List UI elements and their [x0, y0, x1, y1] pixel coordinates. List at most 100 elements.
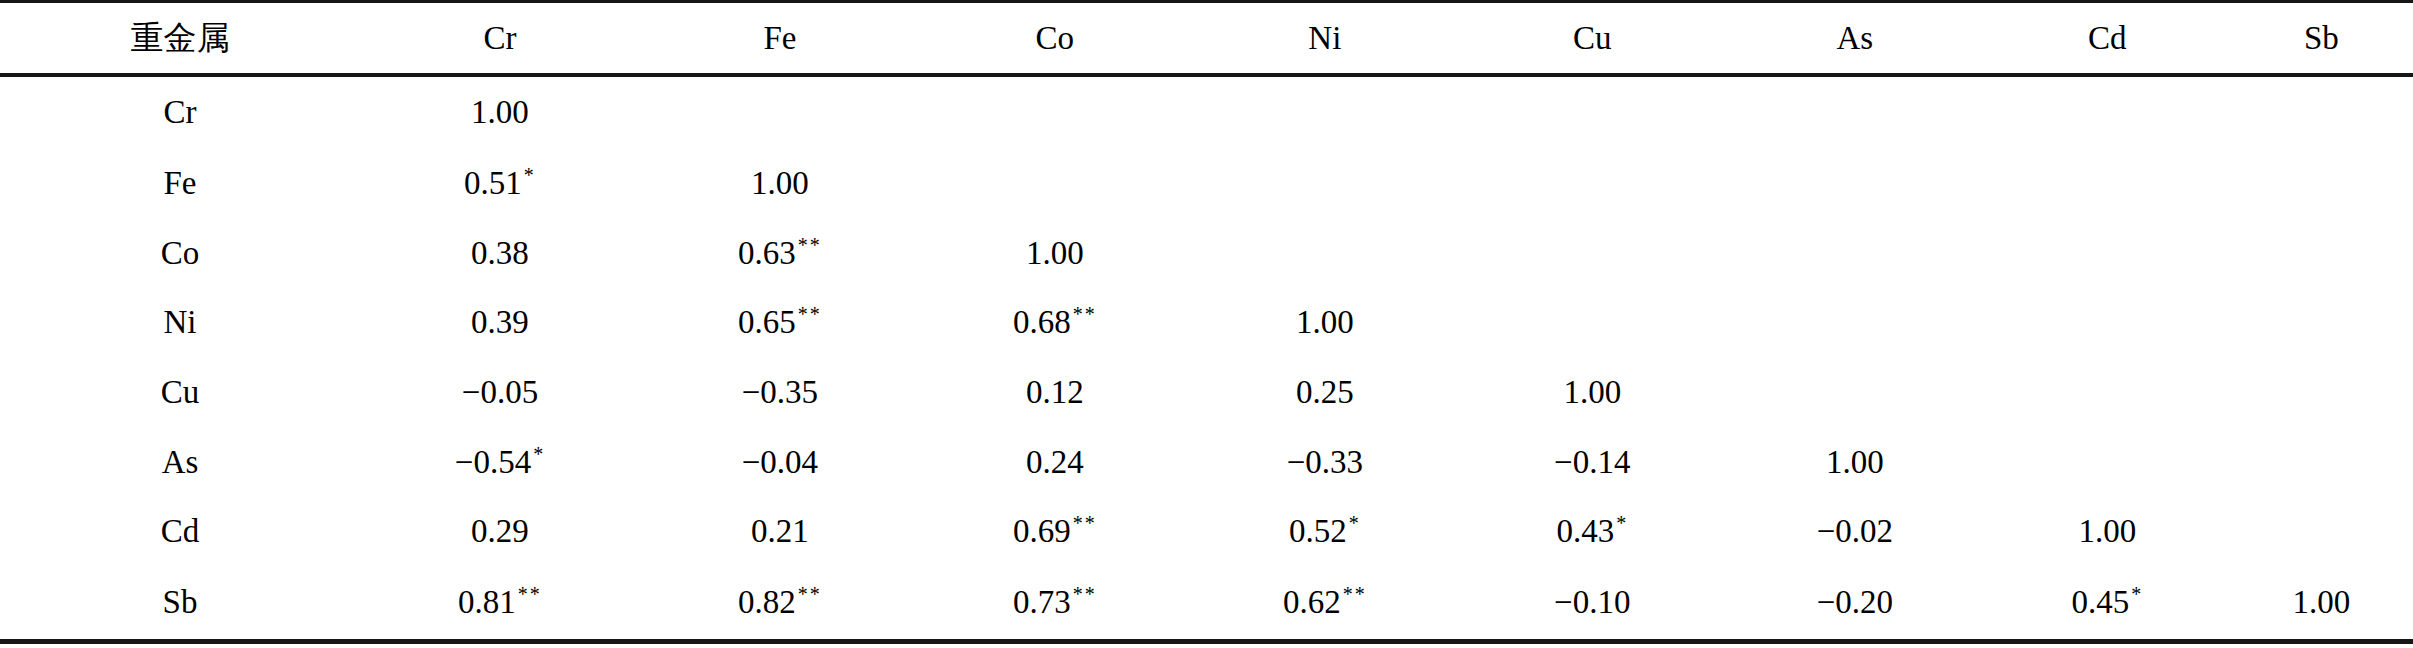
table-row-Cd: Cd0.290.210.69**0.52*0.43*−0.021.00	[0, 497, 2413, 567]
cell-Co-Ni	[1190, 218, 1460, 288]
table-row-Cr: Cr1.00	[0, 75, 2413, 149]
cell-Co-As	[1725, 218, 1985, 288]
cell-Ni-Co: 0.68**	[920, 288, 1190, 358]
cell-Fe-Sb	[2230, 149, 2413, 219]
row-label-As: As	[0, 427, 360, 497]
cell-As-Sb	[2230, 427, 2413, 497]
paper-table-page: 重金属CrFeCoNiCuAsCdSb Cr1.00Fe0.51*1.00Co0…	[0, 0, 2413, 648]
row-label-Fe: Fe	[0, 149, 360, 219]
cell-Cd-Ni: 0.52*	[1190, 497, 1460, 567]
cell-Ni-Sb	[2230, 288, 2413, 358]
cell-Co-Co: 1.00	[920, 218, 1190, 288]
header-cell-Cu: Cu	[1460, 2, 1725, 76]
cell-Sb-Co: 0.73**	[920, 567, 1190, 642]
cell-Sb-Fe: 0.82**	[640, 567, 920, 642]
cell-Cr-Cu	[1460, 75, 1725, 149]
cell-Ni-Ni: 1.00	[1190, 288, 1460, 358]
table-row-Cu: Cu−0.05−0.350.120.251.00	[0, 358, 2413, 428]
cell-Cd-Co: 0.69**	[920, 497, 1190, 567]
cell-Cr-Ni	[1190, 75, 1460, 149]
heavy-metal-correlation-table: 重金属CrFeCoNiCuAsCdSb Cr1.00Fe0.51*1.00Co0…	[0, 0, 2413, 644]
cell-Cu-Cr: −0.05	[360, 358, 640, 428]
cell-Cd-Fe: 0.21	[640, 497, 920, 567]
cell-Cu-Ni: 0.25	[1190, 358, 1460, 428]
significance-marker: **	[798, 583, 822, 605]
cell-Ni-Cr: 0.39	[360, 288, 640, 358]
cell-Fe-Cu	[1460, 149, 1725, 219]
header-cell-Cd: Cd	[1985, 2, 2230, 76]
cell-Cr-Fe	[640, 75, 920, 149]
significance-marker: **	[798, 234, 822, 256]
header-cell-metal-label: 重金属	[0, 2, 360, 76]
significance-marker: *	[533, 443, 545, 465]
cell-As-Cu: −0.14	[1460, 427, 1725, 497]
table-row-As: As−0.54*−0.040.24−0.33−0.141.00	[0, 427, 2413, 497]
cell-As-Cd	[1985, 427, 2230, 497]
cell-Co-Sb	[2230, 218, 2413, 288]
cell-Cd-Cu: 0.43*	[1460, 497, 1725, 567]
cell-Cu-As	[1725, 358, 1985, 428]
cell-Cr-Co	[920, 75, 1190, 149]
significance-marker: **	[1073, 303, 1097, 325]
header-cell-Co: Co	[920, 2, 1190, 76]
row-label-Ni: Ni	[0, 288, 360, 358]
cell-Cu-Sb	[2230, 358, 2413, 428]
row-label-Sb: Sb	[0, 567, 360, 642]
row-label-Cu: Cu	[0, 358, 360, 428]
cell-Sb-Cu: −0.10	[1460, 567, 1725, 642]
significance-marker: **	[1073, 512, 1097, 534]
cell-Cd-Sb	[2230, 497, 2413, 567]
cell-Co-Cr: 0.38	[360, 218, 640, 288]
row-label-Cr: Cr	[0, 75, 360, 149]
cell-Cr-Cr: 1.00	[360, 75, 640, 149]
cell-As-Cr: −0.54*	[360, 427, 640, 497]
cell-Cd-As: −0.02	[1725, 497, 1985, 567]
cell-Sb-Ni: 0.62**	[1190, 567, 1460, 642]
cell-Sb-Cd: 0.45*	[1985, 567, 2230, 642]
cell-Co-Cd	[1985, 218, 2230, 288]
significance-marker: **	[518, 583, 542, 605]
cell-Fe-As	[1725, 149, 1985, 219]
cell-Ni-Cd	[1985, 288, 2230, 358]
cell-Cr-Cd	[1985, 75, 2230, 149]
header-cell-Cr: Cr	[360, 2, 640, 76]
significance-marker: **	[1343, 583, 1367, 605]
cell-Fe-Ni	[1190, 149, 1460, 219]
row-label-Co: Co	[0, 218, 360, 288]
cell-Sb-Cr: 0.81**	[360, 567, 640, 642]
cell-Fe-Co	[920, 149, 1190, 219]
cell-Cr-As	[1725, 75, 1985, 149]
cell-Co-Cu	[1460, 218, 1725, 288]
header-cell-Ni: Ni	[1190, 2, 1460, 76]
cell-Sb-Sb: 1.00	[2230, 567, 2413, 642]
cell-As-Co: 0.24	[920, 427, 1190, 497]
cell-Cd-Cd: 1.00	[1985, 497, 2230, 567]
table-row-Co: Co0.380.63**1.00	[0, 218, 2413, 288]
table-row-Fe: Fe0.51*1.00	[0, 149, 2413, 219]
significance-marker: *	[1349, 512, 1361, 534]
cell-Cu-Co: 0.12	[920, 358, 1190, 428]
significance-marker: *	[524, 164, 536, 186]
cell-Ni-As	[1725, 288, 1985, 358]
cell-As-As: 1.00	[1725, 427, 1985, 497]
significance-marker: *	[1616, 512, 1628, 534]
significance-marker: **	[1073, 583, 1097, 605]
cell-Fe-Fe: 1.00	[640, 149, 920, 219]
cell-Cu-Fe: −0.35	[640, 358, 920, 428]
header-cell-As: As	[1725, 2, 1985, 76]
header-cell-Fe: Fe	[640, 2, 920, 76]
significance-marker: *	[2131, 583, 2143, 605]
table-row-Sb: Sb0.81**0.82**0.73**0.62**−0.10−0.200.45…	[0, 567, 2413, 642]
row-label-Cd: Cd	[0, 497, 360, 567]
table-row-Ni: Ni0.390.65**0.68**1.00	[0, 288, 2413, 358]
significance-marker: **	[798, 303, 822, 325]
cell-As-Fe: −0.04	[640, 427, 920, 497]
cell-Cd-Cr: 0.29	[360, 497, 640, 567]
header-cell-Sb: Sb	[2230, 2, 2413, 76]
cell-Co-Fe: 0.63**	[640, 218, 920, 288]
cell-Ni-Cu	[1460, 288, 1725, 358]
cell-Ni-Fe: 0.65**	[640, 288, 920, 358]
table-header-row: 重金属CrFeCoNiCuAsCdSb	[0, 2, 2413, 76]
cell-Fe-Cd	[1985, 149, 2230, 219]
cell-Sb-As: −0.20	[1725, 567, 1985, 642]
